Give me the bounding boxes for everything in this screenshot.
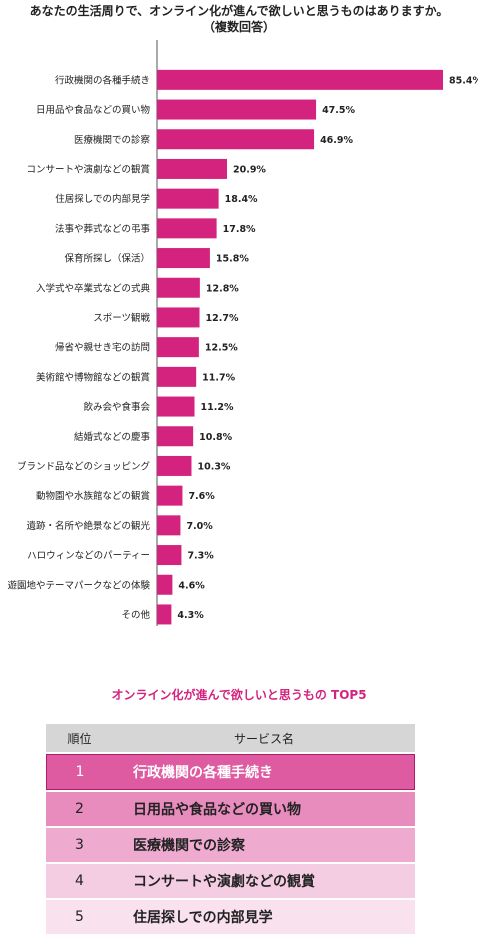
bar — [157, 99, 317, 120]
table-row: 4 コンサートや演劇などの観賞 — [46, 864, 415, 898]
bar — [157, 218, 217, 239]
category-label: 保育所探し（保活） — [64, 253, 150, 265]
value-label: 17.8% — [223, 224, 256, 235]
bar — [157, 515, 181, 536]
table-row: 3 医療機関での診察 — [46, 828, 415, 862]
category-label: 遺跡・名所や絶景などの観光 — [26, 520, 150, 532]
bar — [157, 604, 172, 625]
bar — [157, 455, 192, 476]
category-label: 帰省や親せき宅の訪問 — [55, 342, 150, 354]
value-label: 7.6% — [188, 491, 215, 502]
category-label: スポーツ観戦 — [93, 312, 150, 324]
category-label: 飲み会や食事会 — [83, 401, 150, 413]
bar — [157, 485, 183, 506]
category-label: 動物園や水族館などの観賞 — [36, 490, 150, 502]
value-label: 12.7% — [206, 313, 239, 324]
bar — [157, 307, 200, 328]
bar — [157, 277, 200, 298]
rank-cell: 3 — [46, 828, 113, 862]
category-label: コンサートや演劇などの観賞 — [26, 163, 150, 175]
value-label: 4.6% — [178, 580, 205, 591]
table-row: 5 住居探しでの内部見学 — [46, 900, 415, 934]
value-label: 7.3% — [187, 551, 214, 562]
category-label: 入学式や卒業式などの式典 — [36, 282, 151, 294]
category-label: ブランド品などのショッピング — [17, 460, 151, 472]
value-label: 12.8% — [206, 283, 239, 294]
service-cell: 住居探しでの内部見学 — [113, 900, 415, 934]
service-cell: コンサートや演劇などの観賞 — [113, 864, 415, 898]
value-label: 20.9% — [233, 164, 266, 175]
bar — [157, 396, 195, 417]
service-cell: 日用品や食品などの買い物 — [113, 792, 415, 826]
category-label: 住居探しでの内部見学 — [55, 193, 150, 205]
category-label: その他 — [121, 609, 150, 621]
table-row: 2 日用品や食品などの買い物 — [46, 792, 415, 826]
value-label: 18.4% — [225, 194, 258, 205]
value-label: 47.5% — [322, 105, 355, 116]
bar — [157, 158, 227, 179]
header-service: サービス名 — [113, 724, 415, 752]
value-label: 15.8% — [216, 254, 249, 265]
bar — [157, 545, 182, 566]
rank-cell: 5 — [46, 900, 113, 934]
chart-title: あなたの生活周りで、オンライン化が進んで欲しいと思うものはありますか。 — [29, 4, 449, 18]
category-label: 結婚式などの慶事 — [74, 431, 151, 443]
bar — [157, 426, 194, 447]
bar — [157, 337, 199, 358]
category-label: 日用品や食品などの買い物 — [36, 104, 151, 116]
value-label: 11.7% — [202, 372, 235, 383]
service-cell: 行政機関の各種手続き — [113, 754, 415, 790]
value-label: 7.0% — [186, 521, 213, 532]
bar — [157, 574, 173, 595]
category-label: 行政機関の各種手続き — [55, 74, 150, 86]
rank-cell: 2 — [46, 792, 113, 826]
bar — [157, 248, 210, 269]
category-label: 法事や葬式などの弔事 — [55, 223, 151, 235]
category-label: 美術館や博物館などの観賞 — [36, 371, 150, 383]
category-label: 医療機関での診察 — [74, 134, 151, 146]
value-label: 11.2% — [201, 402, 234, 413]
bar-chart: 行政機関の各種手続き 85.4% 日用品や食品などの買い物 47.5% 医療機関での診察… — [7, 40, 478, 626]
bar — [157, 69, 443, 90]
chart-subtitle: （複数回答） — [202, 20, 275, 34]
bar — [157, 188, 219, 209]
value-label: 10.3% — [197, 461, 230, 472]
value-label: 12.5% — [205, 343, 238, 354]
rank-cell: 4 — [46, 864, 113, 898]
rank-cell: 1 — [46, 754, 113, 790]
table-row: 1 行政機関の各種手続き — [46, 754, 415, 790]
value-label: 10.8% — [199, 432, 232, 443]
value-label: 46.9% — [320, 135, 353, 146]
top5-title: オンライン化が進んで欲しいと思うもの TOP5 — [111, 688, 367, 702]
bar — [157, 129, 315, 150]
service-cell: 医療機関での診察 — [113, 828, 415, 862]
category-label: 遊園地やテーマパークなどの体験 — [7, 579, 150, 591]
value-label: 85.4% — [449, 75, 478, 86]
top5-header-row: 順位 サービス名 — [46, 724, 415, 752]
value-label: 4.3% — [177, 610, 204, 621]
bar — [157, 366, 197, 387]
header-rank: 順位 — [46, 724, 113, 752]
category-label: ハロウィンなどのパーティー — [27, 551, 150, 562]
top5-table: 順位 サービス名 1 行政機関の各種手続き 2 日用品や食品などの買い物 3 医… — [46, 722, 415, 936]
